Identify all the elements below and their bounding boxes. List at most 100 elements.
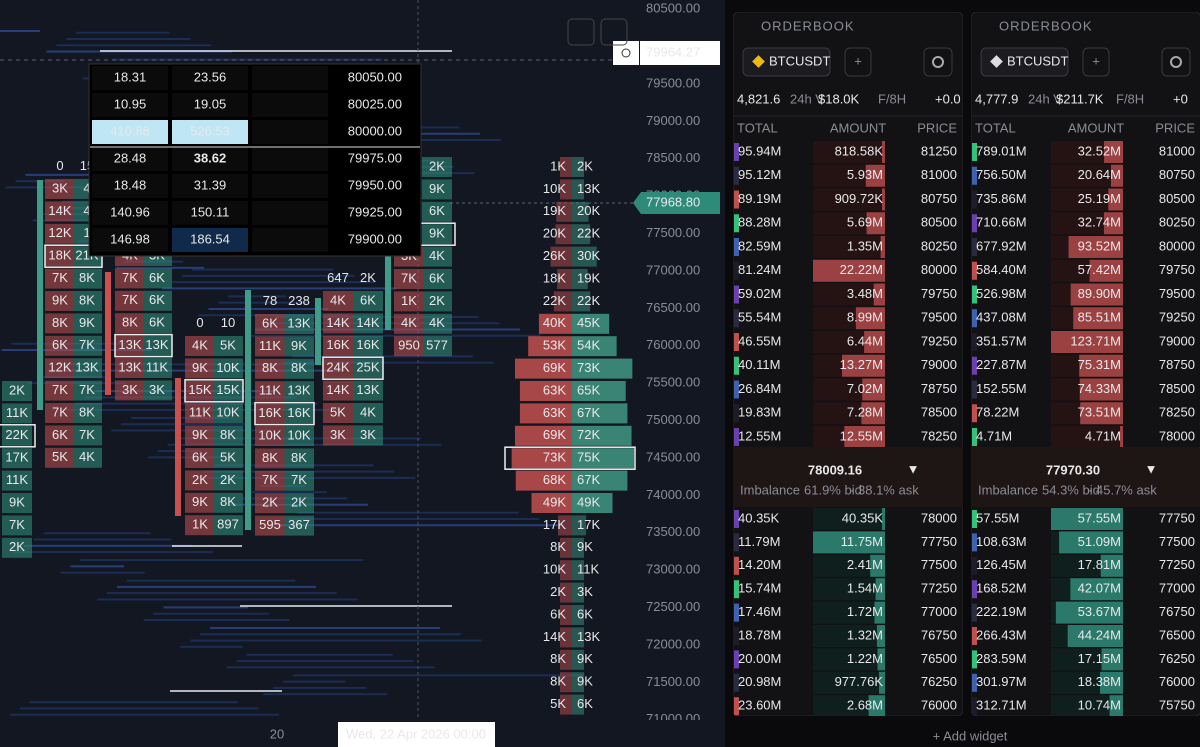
ask-cell	[284, 470, 314, 491]
profile-bid: 20K	[543, 226, 566, 241]
total: 584.40M	[976, 262, 1027, 277]
ask-cell	[284, 493, 314, 514]
add-button[interactable]	[844, 47, 872, 77]
ask-cell	[2, 448, 32, 469]
bid-volume: 6K	[192, 449, 208, 464]
profile-bid: 10K	[543, 181, 566, 196]
ask-volume: 3K	[360, 427, 376, 442]
profile-ask: 6K	[577, 606, 593, 621]
current-price-tag	[633, 192, 720, 214]
bid-cell	[394, 291, 423, 312]
bid-cell	[185, 492, 214, 513]
liquidity-line	[273, 686, 367, 689]
liquidity-line	[24, 544, 192, 547]
ask-volume: 9K	[429, 181, 445, 196]
bid-volume: 2K	[192, 472, 208, 487]
popup-price: 80050.00	[348, 69, 402, 84]
bid-volume: 1K	[192, 517, 208, 532]
liquidity-line	[245, 334, 541, 337]
ask-volume: 6K	[429, 203, 445, 218]
highlight-box	[322, 356, 384, 380]
calendar-button[interactable]	[567, 18, 595, 46]
symbol-button[interactable]	[742, 47, 831, 77]
bid-volume: 595	[259, 517, 281, 532]
profile-bid: 8K	[550, 674, 566, 689]
profile-ask-bar	[572, 537, 584, 558]
mid-price: 78009.16	[808, 462, 862, 477]
total: 59.02M	[738, 286, 781, 301]
liquidity-line	[180, 645, 243, 648]
liquidity-line	[76, 31, 170, 34]
settings-button[interactable]	[923, 47, 953, 77]
total: 23.60M	[738, 698, 781, 713]
ask-volume: 6K	[149, 315, 165, 330]
liquidity-line	[218, 301, 308, 304]
symbol-button[interactable]	[980, 47, 1069, 77]
amount: 977.76K	[835, 674, 884, 689]
profile-bid: 49K	[543, 494, 566, 509]
bid-volume: 9K	[192, 360, 208, 375]
profile-bid: 26K	[543, 248, 566, 263]
profile-ask-bar	[572, 313, 610, 334]
profile-ask-bar	[572, 470, 628, 491]
total: 108.63M	[976, 534, 1027, 549]
ask-cell	[2, 425, 32, 446]
amount: 17.15M	[1078, 651, 1121, 666]
ask-volume: 10K	[216, 360, 239, 375]
popup-cell	[92, 228, 168, 252]
bid-volume: 16K	[326, 337, 349, 352]
candle	[105, 272, 111, 395]
time-cursor-tag	[338, 722, 495, 747]
bid-cell	[185, 403, 214, 424]
profile-ask: 6K	[577, 696, 593, 711]
price: 76500	[1159, 627, 1195, 642]
add-button[interactable]	[1082, 47, 1110, 77]
bid-volume: 6K	[52, 427, 68, 442]
time-tick-label: 20	[270, 726, 284, 741]
ask-cell	[353, 335, 383, 356]
bid-cell	[185, 336, 214, 356]
liquidity-line	[153, 612, 269, 615]
liquidity-line	[115, 266, 204, 269]
bid-cell	[323, 335, 353, 356]
column-header: AMOUNT	[830, 120, 886, 135]
total: 40.35K	[738, 510, 780, 525]
profile-bid-bar	[560, 179, 572, 200]
liquidity-line	[56, 44, 212, 47]
ask-cell	[2, 515, 32, 536]
liquidity-line	[33, 538, 172, 541]
settings-button[interactable]	[1161, 47, 1191, 77]
amount-bar	[1059, 531, 1123, 554]
volume: $211.7K	[1056, 91, 1104, 106]
price-tick-label: 76500.00	[646, 300, 700, 315]
bid-cell	[255, 470, 285, 491]
ask-volume: 4K	[360, 404, 376, 419]
ask-volume: 2K	[429, 158, 445, 173]
profile-bid: 68K	[543, 472, 566, 487]
popup-price: 79975.00	[348, 150, 402, 165]
price: 80500	[921, 215, 957, 230]
change: 4,821.6	[737, 91, 780, 106]
total: 266.43M	[976, 627, 1027, 642]
ask-cell	[214, 470, 243, 491]
amount: 5.69M	[847, 215, 883, 230]
profile-ask-bar	[572, 605, 584, 625]
price: 80750	[921, 191, 957, 206]
liquidity-line	[208, 307, 328, 310]
amount-bar	[1089, 259, 1123, 282]
candle	[245, 290, 251, 530]
profile-bid: 17K	[543, 517, 566, 532]
add-widget[interactable]: + Add widget	[933, 728, 1008, 743]
depth-bg	[813, 236, 885, 258]
profile-ask: 22K	[577, 293, 600, 308]
panel-title: ORDERBOOK	[999, 18, 1093, 33]
bid-volume: 5K	[52, 449, 68, 464]
symbol: BTCUSDT	[769, 53, 830, 68]
amount: 7.28M	[847, 405, 883, 420]
ask-volume: 13K	[75, 360, 98, 375]
ask-cell	[143, 268, 172, 289]
row-marker	[972, 510, 977, 528]
expand-button[interactable]	[600, 18, 628, 46]
total: 15.74M	[738, 581, 781, 596]
ask-volume: 9K	[429, 226, 445, 241]
